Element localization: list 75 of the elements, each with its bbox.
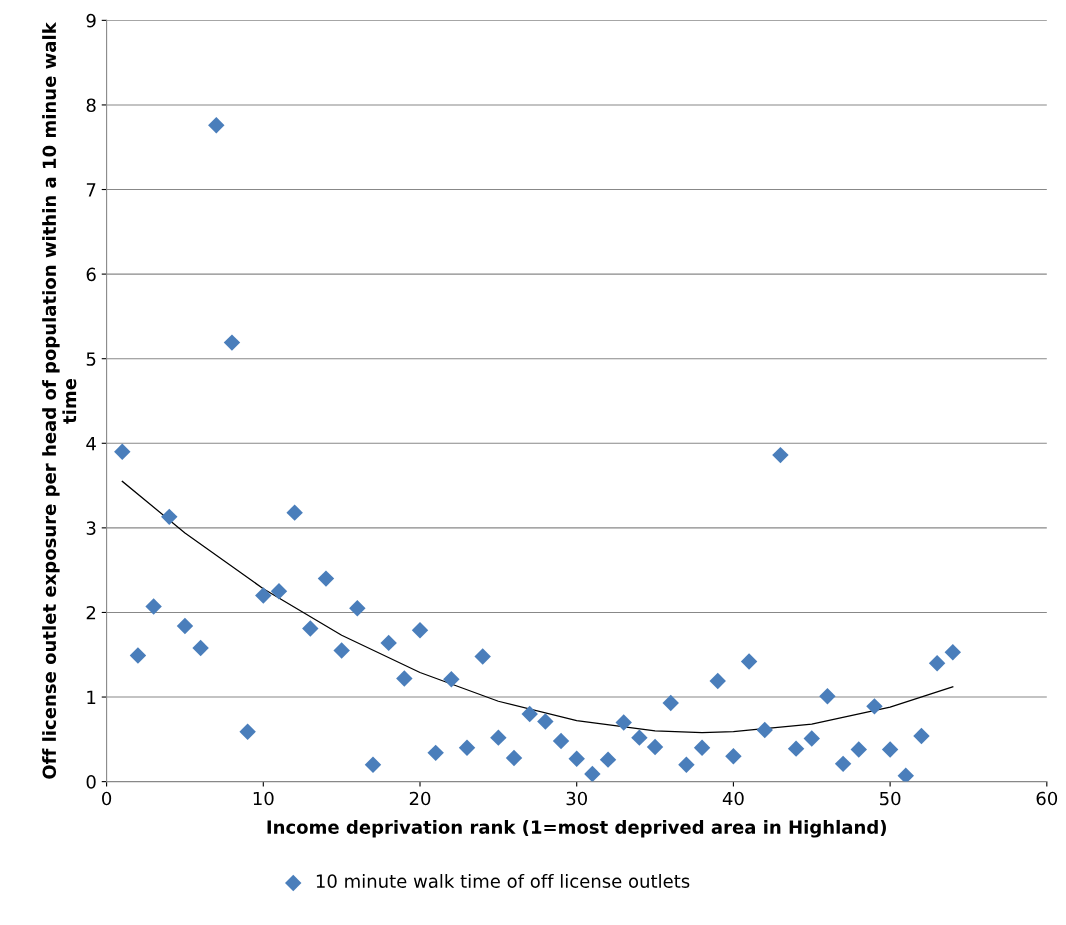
- point: [537, 713, 554, 730]
- point: [928, 654, 946, 672]
- y-tick-label: 7: [86, 183, 96, 197]
- y-tick-label: 0: [86, 775, 96, 789]
- point: [333, 642, 350, 659]
- point: [866, 698, 883, 715]
- point: [364, 756, 382, 773]
- y-tick-label: 1: [87, 690, 96, 704]
- x-tick-label: 50: [880, 791, 901, 806]
- x-axis-title: Income deprivation rank (1=most deprived area in Highland): [267, 819, 886, 838]
- line-series: [121, 480, 954, 734]
- point: [850, 741, 867, 758]
- point: [396, 670, 413, 687]
- point: [599, 751, 617, 768]
- x-tick-label: 0: [102, 791, 112, 806]
- y-tick-label: 6: [86, 267, 96, 282]
- y-tick-label: 2: [86, 605, 96, 620]
- point: [145, 598, 162, 615]
- point: [270, 583, 288, 600]
- legend-label: 10 minute walk time of off license outlets: [316, 874, 690, 888]
- point: [693, 739, 711, 757]
- point: [208, 117, 225, 134]
- y-axis-title: Off license outlet exposure per head of population within a 10 minue walk time: [42, 21, 77, 779]
- point: [897, 767, 914, 782]
- point: [615, 714, 632, 731]
- point: [176, 617, 194, 635]
- point: [380, 634, 397, 652]
- y-tick-label: 5: [86, 352, 96, 366]
- point: [490, 729, 507, 746]
- point: [458, 739, 476, 757]
- point: [913, 727, 930, 745]
- point: [474, 648, 491, 665]
- point: [646, 738, 664, 756]
- point: [255, 587, 272, 604]
- point: [944, 643, 962, 661]
- point: [631, 729, 648, 746]
- point: [505, 749, 523, 767]
- point: [411, 622, 429, 639]
- point: [803, 730, 820, 747]
- y-tick-label: 8: [86, 98, 96, 113]
- y-tick-label: 3: [86, 521, 96, 535]
- point: [725, 748, 742, 765]
- y-tick-label: 4: [86, 436, 96, 451]
- point: [772, 446, 789, 464]
- point: [317, 570, 335, 587]
- point: [161, 508, 178, 526]
- point: [756, 721, 773, 739]
- point: [584, 765, 601, 782]
- point: [740, 653, 758, 670]
- point: [129, 647, 147, 664]
- point: [834, 755, 852, 773]
- point: [521, 705, 538, 723]
- x-tick-label: 10: [253, 791, 274, 806]
- point: [192, 639, 209, 657]
- point: [223, 334, 241, 351]
- point: [239, 723, 256, 740]
- point: [568, 750, 585, 767]
- point: [678, 756, 695, 773]
- x-tick-label: 20: [409, 791, 431, 806]
- point: [349, 600, 366, 617]
- point: [819, 687, 836, 705]
- point: [709, 672, 726, 690]
- point: [443, 671, 460, 688]
- point: [286, 504, 303, 521]
- point: [881, 741, 899, 758]
- point: [427, 744, 444, 762]
- x-tick-label: 60: [1036, 791, 1058, 806]
- point: [302, 620, 319, 637]
- point: [787, 740, 805, 757]
- x-tick-label: 30: [566, 791, 587, 806]
- point: [114, 443, 131, 460]
- x-tick-label: 40: [722, 791, 744, 806]
- point: [552, 732, 570, 750]
- point: [662, 694, 679, 712]
- y-tick-label: 9: [86, 13, 96, 28]
